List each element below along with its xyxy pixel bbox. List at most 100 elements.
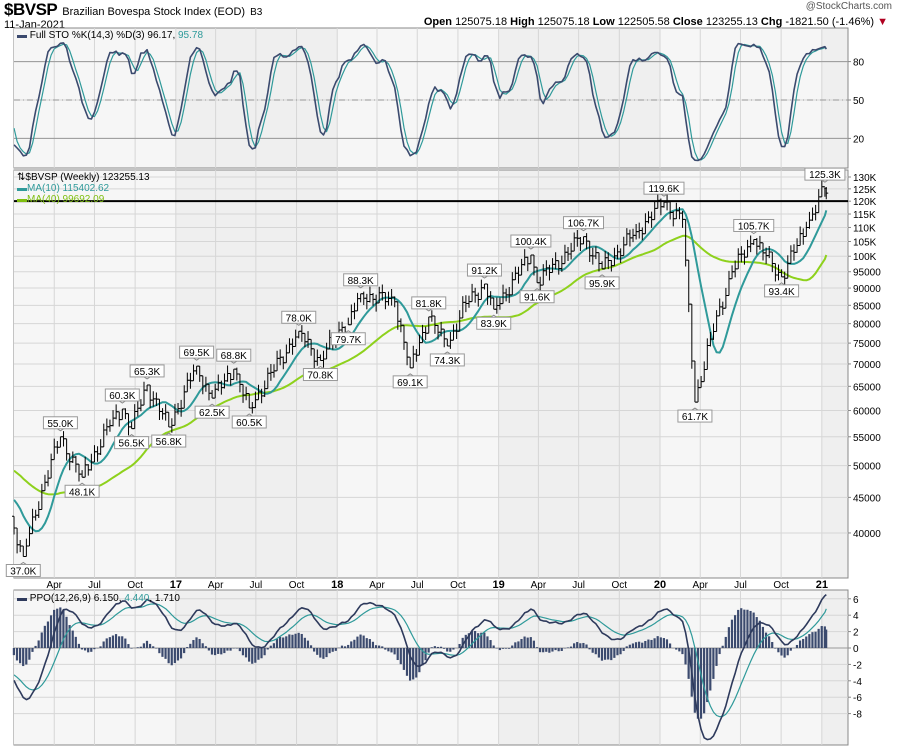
ppo-histogram-bar — [328, 648, 331, 654]
ppo-histogram-bar — [263, 648, 266, 656]
annotation-box — [804, 167, 846, 181]
ppo-histogram-bar — [28, 648, 31, 660]
close-label: Close — [672, 16, 703, 28]
ppo-histogram-bar — [31, 648, 34, 652]
ppo-histogram-bar — [647, 639, 650, 648]
annotation-label: 68.8K — [221, 351, 247, 362]
ppo-histogram-bar — [548, 648, 551, 653]
sto-tick-label: 80 — [853, 58, 865, 69]
annotation-label: 106.7K — [568, 219, 600, 230]
ppo-histogram-bar — [480, 632, 483, 648]
ppo-histogram-bar — [393, 648, 396, 655]
ohlc-readout: Open 125075.18 High 125075.18 Low 122505… — [424, 16, 888, 28]
x-tick-label: Jul — [734, 580, 747, 591]
annotation-label: 60.5K — [236, 418, 262, 429]
ppo-histogram-bar — [34, 645, 37, 648]
annotation-label: 105.7K — [738, 221, 770, 232]
annotation-box — [643, 181, 685, 195]
ppo-histogram-bar — [127, 644, 130, 648]
ppo-histogram-bar — [313, 648, 316, 652]
ppo-histogram-bar — [121, 636, 124, 648]
price-tick-label: 85000 — [853, 301, 881, 312]
sto-tick-label: 50 — [853, 96, 865, 107]
ppo-histogram-bar — [226, 648, 229, 651]
ppo-histogram-bar — [173, 648, 176, 664]
x-tick-label: Apr — [531, 580, 547, 591]
price-tick-label: 45000 — [853, 493, 881, 504]
ppo-histogram-bar — [783, 648, 786, 658]
ppo-histogram-bar — [408, 648, 412, 681]
ppo-histogram-bar — [573, 643, 576, 648]
annotation-box — [429, 353, 465, 367]
ppo-histogram-bar — [46, 621, 50, 648]
ppo-histogram-bar — [504, 648, 508, 649]
ppo-histogram-bar — [176, 648, 180, 661]
ppo-histogram-bar — [607, 648, 610, 660]
ppo-histogram-bar — [22, 648, 25, 667]
x-tick-label: 21 — [816, 579, 828, 591]
down-arrow-icon: ▼ — [877, 16, 888, 28]
symbol: $BVSP — [4, 0, 58, 19]
ppo-histogram-bar — [486, 636, 489, 648]
annotation-label: 91.6K — [524, 293, 550, 304]
ppo-histogram-bar — [569, 646, 573, 648]
ppo-histogram-bar — [814, 631, 817, 648]
ppo-histogram-bar — [582, 642, 585, 648]
ppo-histogram-bar — [628, 644, 631, 648]
annotation-label: 70.8K — [307, 371, 333, 382]
ppo-histogram-bar — [665, 639, 669, 648]
ppo-histogram-bar — [390, 648, 393, 653]
ppo-histogram-bar — [254, 648, 257, 663]
ppo-histogram-bar — [384, 648, 387, 650]
ppo-histogram-bar — [650, 639, 653, 648]
ppo-histogram-bar — [238, 648, 241, 652]
ppo-histogram-bar — [201, 643, 204, 648]
ppo-histogram-bar — [786, 648, 789, 656]
annotation-label: 79.7K — [335, 335, 361, 346]
ppo-histogram-bar — [681, 648, 684, 655]
annotation-label: 88.3K — [348, 276, 374, 287]
ppo-histogram-bar — [687, 648, 690, 679]
ppo-histogram-bar — [192, 640, 195, 648]
high-label: High — [510, 16, 535, 28]
chg-value: -1821.50 (-1.46%) — [785, 16, 875, 28]
annotation-pointer — [165, 432, 173, 436]
ppo-histogram-bar — [266, 648, 269, 650]
ppo-tick-label: -2 — [853, 660, 862, 671]
ppo-histogram-bar — [721, 645, 724, 648]
ppo-histogram-bar — [93, 648, 96, 650]
ppo-histogram-bar — [325, 648, 328, 658]
ppo-histogram-bar — [260, 648, 263, 659]
price-tick-label: 130K — [853, 173, 877, 184]
ppo-histogram-bar — [37, 640, 40, 648]
ppo-histogram-bar — [102, 641, 105, 648]
ppo-histogram-bar — [638, 641, 641, 648]
ppo-histogram-bar — [161, 648, 164, 657]
ppo-histogram-bar — [557, 648, 560, 652]
ma10-legend-label: MA(10) 115402.62 — [27, 183, 110, 194]
price-tick-label: 100K — [853, 252, 877, 263]
price-tick-label: 110K — [853, 223, 876, 234]
annotation-box — [231, 415, 267, 429]
x-tick-label: Apr — [369, 580, 385, 591]
ppo-histogram-bar — [523, 636, 526, 648]
ppo-histogram-bar — [297, 632, 300, 648]
ppo-histogram-bar — [585, 644, 588, 648]
low-value: 122505.58 — [617, 16, 670, 28]
ppo-histogram-bar — [817, 628, 820, 648]
ppo-histogram-bar — [727, 627, 730, 648]
annotation-box — [519, 290, 555, 304]
ppo-histogram-bar — [343, 646, 347, 648]
annotation-box — [466, 263, 502, 277]
annotation-box — [5, 563, 41, 577]
annotation-box — [129, 364, 165, 378]
ppo-histogram-bar — [350, 641, 353, 648]
ppo-histogram-bar — [492, 645, 495, 648]
ppo-histogram-bar — [808, 634, 811, 648]
annotation-box — [510, 234, 552, 248]
ppo-histogram-bar — [244, 648, 248, 658]
ppo-histogram-bar — [316, 648, 319, 655]
ppo-histogram-bar — [594, 648, 597, 655]
ppo-histogram-bar — [189, 643, 192, 648]
